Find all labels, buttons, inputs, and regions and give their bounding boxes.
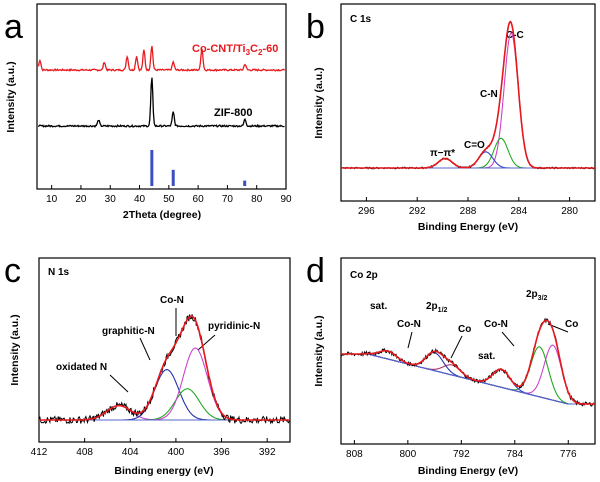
annot-co-n-2: Co-N — [484, 319, 508, 330]
xrd-series-line — [37, 77, 285, 129]
panel-b-xlabel: Binding Energy (eV) — [418, 221, 518, 233]
x-tick-label: 392 — [259, 447, 276, 458]
fit-component — [341, 151, 595, 169]
arrow-d-con2 — [501, 331, 515, 347]
x-tick-label: 808 — [346, 449, 363, 460]
annot-pyridinic-n: pyridinic-N — [208, 321, 260, 332]
envelope-line — [39, 315, 290, 421]
x-tick-label: 784 — [506, 449, 523, 460]
background-line — [341, 353, 595, 405]
arrow-oxidated — [109, 374, 129, 393]
x-tick-label: 288 — [460, 206, 477, 217]
panel-d-letter: d — [306, 252, 325, 290]
x-tick-label: 70 — [222, 194, 234, 205]
annot-co-1: Co — [458, 324, 471, 335]
panel-c-letter: c — [4, 252, 21, 290]
panel-a-letter: a — [4, 8, 23, 46]
fit-component — [341, 351, 595, 405]
annot-cc: C-C — [506, 30, 524, 41]
panel-a-xlabel: 2Theta (degree) — [123, 209, 201, 221]
x-tick-label: 280 — [561, 206, 578, 217]
panel-d-xlabel: Binding Energy (eV) — [418, 465, 518, 477]
panel-b-title: C 1s — [350, 14, 372, 25]
annot-co-n-1: Co-N — [397, 319, 421, 330]
panel-b-plot: 296 292 288 284 280 — [340, 20, 596, 217]
panel-b-ylabel: Intensity (a.u.) — [313, 67, 325, 138]
x-tick-label: 776 — [560, 449, 577, 460]
x-tick-label: 792 — [453, 449, 470, 460]
panel-a-frame — [36, 3, 287, 190]
x-tick-label: 284 — [510, 206, 527, 217]
x-tick-label: 20 — [75, 194, 87, 205]
annot-co: C=O — [464, 140, 485, 151]
annot-co-n: Co-N — [160, 295, 184, 306]
panel-b-letter: b — [306, 8, 325, 46]
xrd-series-line — [37, 45, 286, 72]
arrow-graphitic — [139, 337, 151, 361]
x-tick-label: 80 — [251, 194, 263, 205]
annot-pi: π−π* — [430, 148, 455, 159]
panel-d-title: Co 2p — [350, 270, 378, 281]
x-tick-label: 40 — [134, 194, 146, 205]
annot-graphitic-n: graphitic-N — [102, 326, 155, 337]
annot-sat-2: sat. — [478, 351, 495, 362]
panel-a-ylabel: Intensity (a.u.) — [5, 61, 17, 132]
annot-2p32: 2p3/2 — [526, 289, 548, 302]
x-tick-label: 10 — [46, 194, 58, 205]
x-tick-label: 296 — [358, 206, 375, 217]
annotation-arrows — [109, 308, 569, 393]
arrow-pyridinic — [197, 334, 216, 351]
x-tick-label: 396 — [213, 447, 230, 458]
annot-2p12: 2p1/2 — [426, 301, 448, 314]
annot-sat-1: sat. — [370, 301, 387, 312]
x-tick-label: 800 — [399, 449, 416, 460]
x-tick-label: 292 — [409, 206, 426, 217]
raw-data-line — [38, 314, 291, 425]
panel-d-plot: 808 800 792 784 776 — [340, 317, 596, 460]
x-tick-label: 400 — [168, 447, 185, 458]
x-tick-label: 30 — [105, 194, 117, 205]
x-tick-label: 60 — [193, 194, 205, 205]
envelope-line — [341, 20, 595, 169]
panel-c-frame — [38, 257, 291, 443]
panel-c-plot: 412 408 404 400 396 392 — [31, 314, 291, 458]
panel-c-xlabel: Binding energy (eV) — [114, 465, 213, 477]
annot-oxidated-n: oxidated N — [56, 362, 107, 373]
panel-a-plot: 10 20 30 40 50 60 70 80 90 — [37, 45, 292, 205]
x-tick-label: 90 — [280, 194, 292, 205]
panel-d-ylabel: Intensity (a.u.) — [313, 315, 325, 386]
x-tick-label: 412 — [31, 447, 48, 458]
panel-b-frame — [340, 3, 596, 202]
panel-d-frame — [340, 257, 596, 445]
arrow-d-co1 — [450, 335, 463, 359]
panel-c-ylabel: Intensity (a.u.) — [9, 314, 21, 385]
fit-component — [39, 347, 290, 421]
x-tick-label: 408 — [76, 447, 93, 458]
legend-zif-800: ZIF-800 — [214, 107, 253, 119]
annot-cn: C-N — [480, 89, 498, 100]
x-tick-label: 50 — [163, 194, 175, 205]
annot-co-2: Co — [565, 319, 578, 330]
arrow-d-con1 — [407, 331, 413, 349]
panel-c-title: N 1s — [48, 267, 70, 278]
x-tick-label: 404 — [122, 447, 139, 458]
fit-component — [39, 388, 290, 421]
fit-component — [39, 369, 290, 421]
envelope-line — [341, 319, 595, 405]
legend-co-cnt: Co-CNT/Ti3C2-60 — [192, 43, 278, 57]
